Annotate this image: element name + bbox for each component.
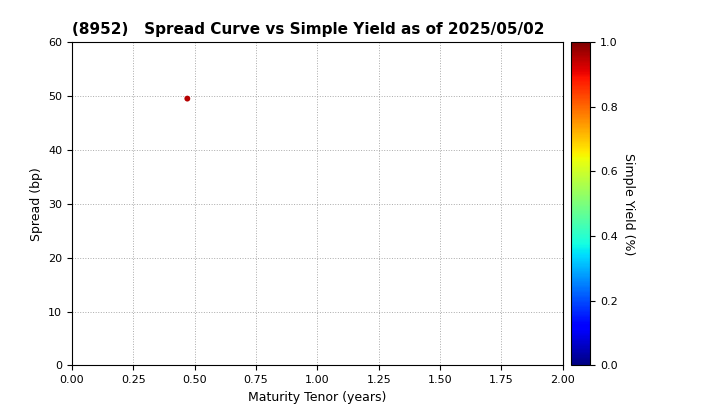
Y-axis label: Spread (bp): Spread (bp) bbox=[30, 167, 42, 241]
Point bbox=[181, 95, 193, 102]
Text: (8952)   Spread Curve vs Simple Yield as of 2025/05/02: (8952) Spread Curve vs Simple Yield as o… bbox=[72, 22, 544, 37]
Y-axis label: Simple Yield (%): Simple Yield (%) bbox=[621, 152, 634, 255]
X-axis label: Maturity Tenor (years): Maturity Tenor (years) bbox=[248, 391, 387, 404]
